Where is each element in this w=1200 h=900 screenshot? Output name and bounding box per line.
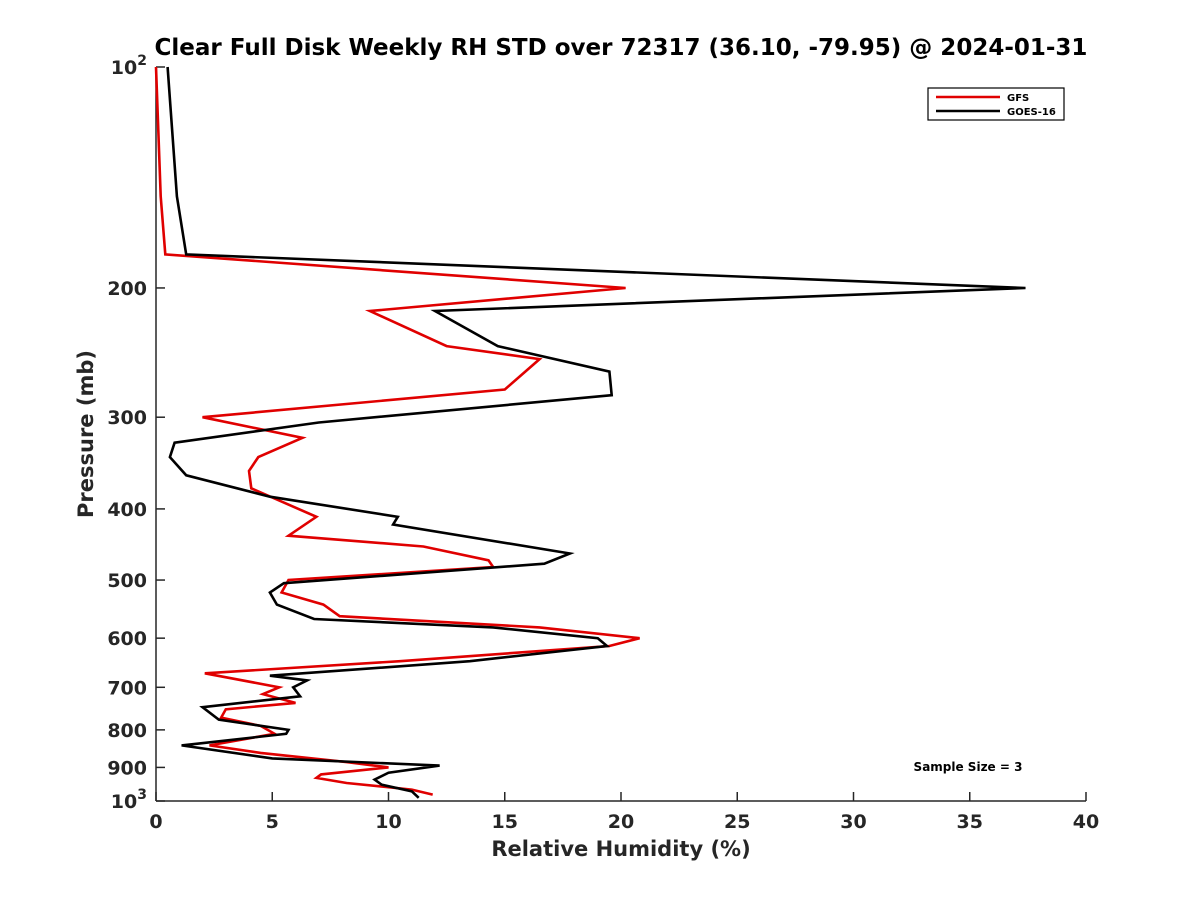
y-tick-label: 700 [107, 677, 147, 699]
chart-title: Clear Full Disk Weekly RH STD over 72317… [155, 35, 1088, 61]
y-tick-label: 300 [107, 407, 147, 429]
series-line-gfs [154, 66, 640, 796]
y-tick-label: 103 [111, 787, 147, 813]
y-axis-ticks: 102 200 300 400 500 600 700 800 900 103 [107, 53, 165, 813]
y-tick-label: 500 [107, 570, 147, 592]
y-tick-label: 400 [107, 499, 147, 521]
legend-gfs-label: GFS [1007, 93, 1029, 104]
sample-size-annotation: Sample Size = 3 [914, 760, 1023, 774]
x-axis-label: Relative Humidity (%) [491, 837, 750, 861]
y-tick-label: 102 [111, 53, 147, 79]
x-axis-ticks: 0 5 10 15 20 25 30 35 40 [149, 792, 1099, 833]
x-tick-label: 5 [266, 811, 279, 833]
series-line-goes-16 [166, 66, 1026, 799]
y-tick-label: 600 [107, 628, 147, 650]
x-tick-label: 20 [608, 811, 634, 833]
series-lines [154, 66, 1026, 799]
y-tick-label: 900 [107, 757, 147, 779]
x-tick-label: 0 [149, 811, 162, 833]
y-tick-label: 800 [107, 720, 147, 742]
legend: GFS GOES-16 [927, 87, 1065, 121]
y-axis-label: Pressure (mb) [74, 350, 98, 518]
y-tick-label: 200 [107, 278, 147, 300]
x-tick-label: 15 [492, 811, 518, 833]
legend-box [927, 87, 1065, 121]
x-tick-label: 35 [957, 811, 983, 833]
legend-goes-label: GOES-16 [1007, 107, 1056, 118]
x-tick-label: 40 [1073, 811, 1099, 833]
x-tick-label: 30 [840, 811, 866, 833]
x-tick-label: 10 [375, 811, 401, 833]
x-tick-label: 25 [724, 811, 750, 833]
